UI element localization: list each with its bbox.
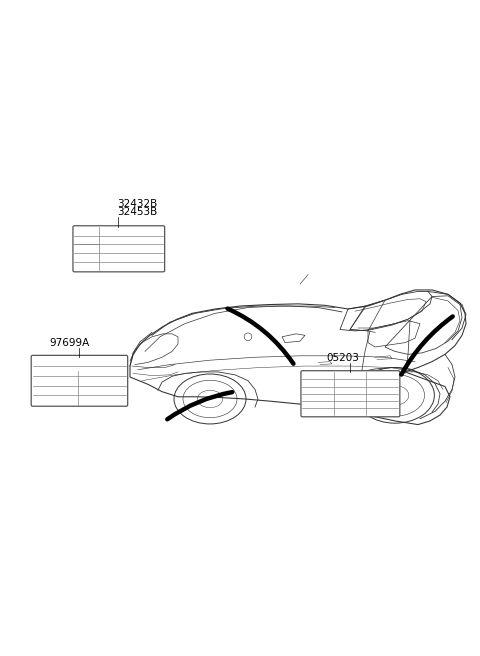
Text: 97699A: 97699A bbox=[49, 338, 90, 348]
Text: 32432B: 32432B bbox=[117, 199, 157, 209]
Text: 32453B: 32453B bbox=[117, 207, 157, 216]
FancyBboxPatch shape bbox=[73, 226, 165, 272]
FancyBboxPatch shape bbox=[31, 356, 128, 406]
Text: 05203: 05203 bbox=[327, 352, 360, 363]
FancyBboxPatch shape bbox=[301, 371, 400, 417]
